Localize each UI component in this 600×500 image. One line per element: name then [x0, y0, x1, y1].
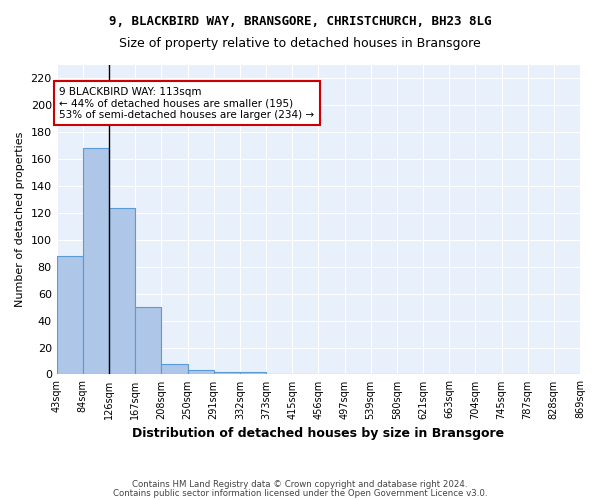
- Bar: [240, 372, 266, 374]
- Text: Contains public sector information licensed under the Open Government Licence v3: Contains public sector information licen…: [113, 488, 487, 498]
- Bar: [214, 372, 240, 374]
- Bar: [135, 307, 161, 374]
- Y-axis label: Number of detached properties: Number of detached properties: [15, 132, 25, 308]
- Text: 9 BLACKBIRD WAY: 113sqm
← 44% of detached houses are smaller (195)
53% of semi-d: 9 BLACKBIRD WAY: 113sqm ← 44% of detache…: [59, 86, 314, 120]
- Bar: [161, 364, 187, 374]
- Text: 9, BLACKBIRD WAY, BRANSGORE, CHRISTCHURCH, BH23 8LG: 9, BLACKBIRD WAY, BRANSGORE, CHRISTCHURC…: [109, 15, 491, 28]
- Text: Contains HM Land Registry data © Crown copyright and database right 2024.: Contains HM Land Registry data © Crown c…: [132, 480, 468, 489]
- Text: Size of property relative to detached houses in Bransgore: Size of property relative to detached ho…: [119, 38, 481, 51]
- Bar: [83, 148, 109, 374]
- Bar: [56, 256, 83, 374]
- Bar: [187, 370, 214, 374]
- X-axis label: Distribution of detached houses by size in Bransgore: Distribution of detached houses by size …: [132, 427, 505, 440]
- Bar: [109, 208, 135, 374]
